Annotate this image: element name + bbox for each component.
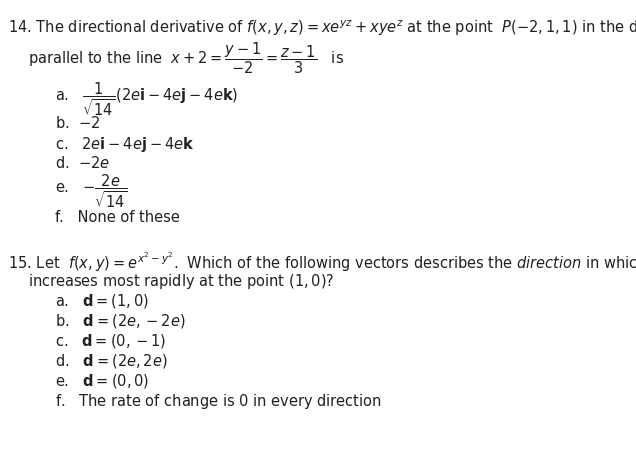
- Text: b.  $-2$: b. $-2$: [55, 115, 100, 131]
- Text: f.   None of these: f. None of these: [55, 210, 180, 225]
- Text: c.   $\mathbf{d} = (0,-1)$: c. $\mathbf{d} = (0,-1)$: [55, 332, 166, 350]
- Text: e.   $-\dfrac{2e}{\sqrt{14}}$: e. $-\dfrac{2e}{\sqrt{14}}$: [55, 172, 128, 209]
- Text: b.   $\mathbf{d} = (2e,-2e)$: b. $\mathbf{d} = (2e,-2e)$: [55, 312, 186, 330]
- Text: 15. Let  $f(x,y) = e^{x^2-y^2}$.  Which of the following vectors describes the $: 15. Let $f(x,y) = e^{x^2-y^2}$. Which of…: [8, 250, 636, 274]
- Text: a.   $\mathbf{d} = (1,0)$: a. $\mathbf{d} = (1,0)$: [55, 292, 149, 310]
- Text: c.   $2e\mathbf{i}-4e\mathbf{j}-4e\mathbf{k}$: c. $2e\mathbf{i}-4e\mathbf{j}-4e\mathbf{…: [55, 135, 195, 154]
- Text: parallel to the line  $x+2 = \dfrac{y-1}{-2} = \dfrac{z-1}{3}$   is: parallel to the line $x+2 = \dfrac{y-1}{…: [28, 40, 344, 75]
- Text: increases most rapidly at the point $(1, 0)$?: increases most rapidly at the point $(1,…: [28, 272, 335, 291]
- Text: d.   $\mathbf{d} = (2e,2e)$: d. $\mathbf{d} = (2e,2e)$: [55, 352, 167, 370]
- Text: a.   $\dfrac{1}{\sqrt{14}}(2e\mathbf{i}-4e\mathbf{j}-4e\mathbf{k})$: a. $\dfrac{1}{\sqrt{14}}(2e\mathbf{i}-4e…: [55, 80, 238, 117]
- Text: e.   $\mathbf{d} = (0,0)$: e. $\mathbf{d} = (0,0)$: [55, 372, 149, 390]
- Text: f.   The rate of change is $0$ in every direction: f. The rate of change is $0$ in every di…: [55, 392, 382, 411]
- Text: 14. The directional derivative of $f(x, y, z) = xe^{yz} + xye^{z}$ at the point : 14. The directional derivative of $f(x, …: [8, 18, 636, 37]
- Text: d.  $-2e$: d. $-2e$: [55, 155, 110, 171]
